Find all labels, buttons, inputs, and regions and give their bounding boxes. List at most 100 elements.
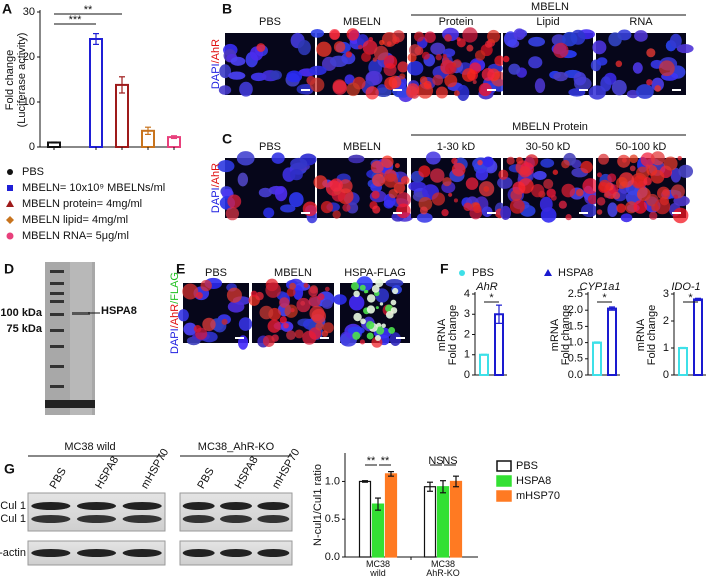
nucleus bbox=[385, 278, 404, 288]
ahr-signal bbox=[663, 156, 678, 171]
band bbox=[182, 549, 215, 557]
panel-label: G bbox=[4, 461, 15, 477]
legend-label: mHSP70 bbox=[516, 490, 560, 502]
ahr-signal bbox=[424, 31, 436, 43]
ahr-signal bbox=[598, 153, 610, 165]
column-label: MBELN bbox=[274, 267, 312, 279]
dye-front bbox=[45, 400, 95, 408]
ahr-signal bbox=[575, 188, 584, 197]
ladder-band bbox=[50, 313, 64, 316]
mw-marker: 100 kDa bbox=[0, 307, 42, 319]
ahr-signal bbox=[332, 80, 348, 95]
ahr-signal bbox=[466, 44, 474, 52]
ahr-signal bbox=[494, 55, 505, 67]
ahr-signal bbox=[373, 45, 389, 61]
x-tick-label-box: MC38 wild bbox=[366, 560, 390, 578]
ahr-signal bbox=[250, 290, 258, 297]
ahr-signal bbox=[195, 327, 208, 340]
ahr-signal bbox=[286, 287, 296, 297]
nucleus bbox=[228, 71, 246, 80]
y-tick-label: 20 bbox=[23, 51, 35, 63]
flag-signal bbox=[366, 294, 376, 303]
y-tick-label: 0.0 bbox=[325, 551, 340, 563]
ahr-signal bbox=[406, 86, 419, 99]
ahr-signal bbox=[646, 79, 653, 86]
ahr-signal bbox=[670, 184, 685, 199]
nucleus bbox=[230, 56, 246, 66]
micrograph bbox=[406, 27, 508, 101]
ahr-signal bbox=[418, 165, 431, 178]
y-tick-label: 0.0 bbox=[568, 369, 583, 381]
nucleus bbox=[611, 79, 627, 96]
ahr-signal bbox=[649, 211, 658, 220]
ahr-signal bbox=[413, 31, 425, 42]
y-axis-label-part: /FLAG bbox=[169, 272, 181, 304]
nucleus bbox=[297, 40, 311, 56]
column-label: 1-30 kD bbox=[437, 141, 476, 153]
band bbox=[182, 515, 215, 523]
ahr-signal bbox=[561, 183, 576, 198]
ahr-signal bbox=[419, 206, 428, 215]
nucleus bbox=[539, 196, 553, 212]
nucleus bbox=[425, 151, 441, 165]
nucleus bbox=[348, 154, 365, 164]
ahr-signal bbox=[279, 316, 287, 324]
ladder-band bbox=[50, 329, 64, 332]
ahr-signal bbox=[296, 297, 311, 313]
micrograph bbox=[313, 154, 413, 222]
panel-label: E bbox=[176, 261, 185, 277]
ahr-signal bbox=[456, 37, 461, 42]
legend-marker bbox=[7, 185, 13, 191]
y-axis-label-part: DAPI bbox=[210, 63, 222, 89]
y-tick-label: 0 bbox=[663, 369, 669, 381]
ahr-signal bbox=[518, 178, 534, 194]
flag-signal bbox=[350, 282, 360, 291]
ahr-signal bbox=[386, 41, 392, 47]
ahr-signal bbox=[345, 51, 353, 58]
ahr-signal bbox=[397, 61, 409, 73]
blot bbox=[27, 492, 166, 532]
ahr-signal bbox=[368, 36, 374, 42]
ladder-band bbox=[50, 300, 64, 303]
ahr-signal bbox=[673, 194, 679, 200]
ahr-signal bbox=[646, 48, 656, 58]
panel-label: C bbox=[222, 131, 232, 147]
ahr-signal bbox=[283, 322, 289, 329]
band bbox=[257, 515, 290, 523]
ahr-signal bbox=[308, 295, 321, 308]
bar bbox=[89, 38, 103, 148]
band bbox=[257, 549, 290, 557]
ahr-signal bbox=[381, 155, 394, 168]
ahr-signal bbox=[502, 55, 510, 63]
band bbox=[31, 549, 71, 557]
y-axis-label-part: /AhR bbox=[169, 304, 181, 329]
ahr-signal bbox=[362, 39, 378, 55]
ahr-signal bbox=[265, 282, 281, 298]
ahr-signal bbox=[329, 178, 343, 192]
lane-label: PBS bbox=[195, 466, 216, 491]
bar bbox=[423, 486, 437, 558]
flag-signal bbox=[375, 306, 379, 310]
ahr-signal bbox=[409, 44, 422, 57]
y-tick-label: 1 bbox=[663, 342, 669, 354]
sig-label: * bbox=[602, 292, 607, 304]
sig-label: NS bbox=[428, 455, 443, 467]
bar bbox=[607, 307, 617, 376]
ahr-signal bbox=[400, 176, 410, 185]
ahr-signal bbox=[346, 82, 360, 97]
nucleus bbox=[580, 203, 598, 218]
ahr-signal bbox=[342, 203, 351, 212]
y-tick-label: 1.0 bbox=[568, 337, 583, 349]
ahr-signal bbox=[308, 286, 319, 297]
ahr-signal bbox=[553, 42, 569, 59]
band bbox=[122, 515, 162, 523]
nucleus bbox=[344, 74, 355, 85]
bar bbox=[384, 473, 398, 558]
flag-signal bbox=[352, 331, 361, 340]
nucleus bbox=[236, 151, 255, 166]
legend-label: HSPA8 bbox=[558, 267, 593, 279]
y-axis-label: Fold change bbox=[447, 305, 459, 366]
ahr-signal bbox=[372, 205, 381, 214]
ahr-signal bbox=[442, 53, 447, 59]
ahr-signal bbox=[435, 54, 442, 61]
